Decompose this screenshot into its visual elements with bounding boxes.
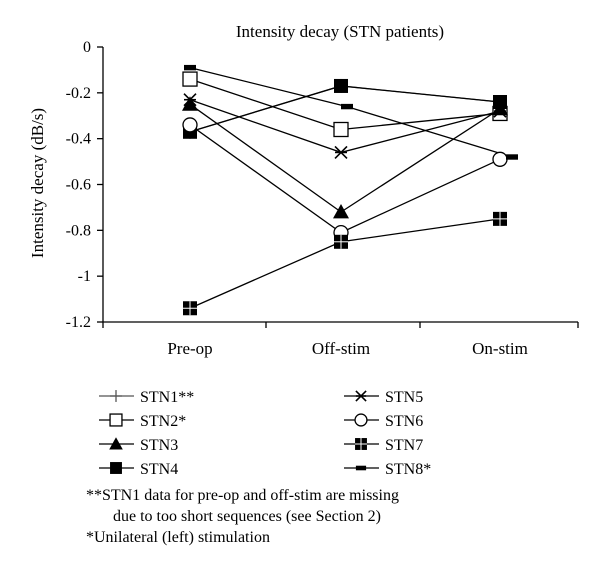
footnote-unilateral: *Unilateral (left) stimulation (86, 529, 270, 546)
legend-item-stn2: STN2* (99, 413, 186, 430)
legend-marker (355, 438, 367, 450)
series-line-stn8 (189, 66, 513, 158)
y-tick-label: -1.2 (66, 314, 91, 331)
footnotes: **STN1 data for pre-op and off-stim are … (86, 485, 399, 548)
legend-label: STN8* (385, 461, 431, 478)
data-point-stn7 (183, 301, 197, 316)
legend-marker (109, 437, 123, 450)
x-tick-label: On-stim (472, 339, 528, 358)
data-point-stn7 (493, 211, 507, 226)
legend-marker (355, 390, 367, 402)
legend-label: STN2* (140, 413, 186, 430)
legend-marker (110, 462, 122, 474)
legend-item-stn8: STN8* (344, 461, 431, 478)
legend-item-stn4: STN4 (99, 461, 178, 478)
y-tick-label: -0.2 (66, 85, 91, 102)
legend-label: STN4 (140, 461, 178, 478)
legend-marker (109, 413, 123, 427)
data-point-stn2 (333, 121, 349, 138)
legend-marker (354, 413, 368, 427)
y-tick-label: -1 (78, 268, 91, 285)
legend-label: STN7 (385, 437, 423, 454)
data-point-stn3 (182, 96, 198, 111)
legend-item-stn5: STN5 (344, 389, 423, 406)
data-point-stn6 (182, 117, 198, 133)
legend-label: STN1** (140, 389, 194, 406)
y-tick-label: -0.8 (66, 222, 91, 239)
legend-marker (355, 465, 367, 471)
data-point-stn5 (183, 93, 197, 107)
data-point-stn7 (334, 234, 348, 249)
data-point-stn5 (334, 145, 348, 159)
legend-marker (110, 390, 122, 402)
legend-label: STN3 (140, 437, 178, 454)
data-point-stn8 (506, 154, 518, 160)
x-tick-label: Off-stim (312, 339, 370, 358)
x-tick-label: Pre-op (167, 339, 212, 358)
data-point-stn6 (492, 151, 508, 167)
data-point-stn8 (184, 64, 196, 71)
legend-item-stn3: STN3 (99, 437, 178, 454)
data-point-stn2 (182, 71, 198, 87)
data-point-stn4 (493, 95, 507, 109)
chart-title: Intensity decay (STN patients) (236, 22, 444, 41)
y-tick-label: 0 (83, 39, 91, 56)
y-axis-label: Intensity decay (dB/s) (28, 108, 47, 258)
footnote-stn1-continued: due to too short sequences (see Section … (113, 508, 381, 525)
legend: STN1** STN2* STN3 STN4 STN5 STN6 STN7 STN8* (99, 389, 431, 478)
data-point-stn5 (493, 104, 507, 118)
legend-item-stn6: STN6 (344, 413, 423, 430)
footnote-stn1: **STN1 data for pre-op and off-stim are … (86, 487, 399, 504)
y-tick-label: -0.6 (66, 177, 91, 194)
y-tick-label: -0.4 (66, 131, 91, 148)
legend-item-stn7: STN7 (344, 437, 423, 454)
data-point-stn3 (333, 204, 349, 219)
legend-label: STN6 (385, 413, 423, 430)
legend-label: STN5 (385, 389, 423, 406)
data-point-stn8 (341, 103, 353, 110)
legend-item-stn1: STN1** (99, 389, 194, 406)
data-point-stn4 (334, 78, 348, 93)
